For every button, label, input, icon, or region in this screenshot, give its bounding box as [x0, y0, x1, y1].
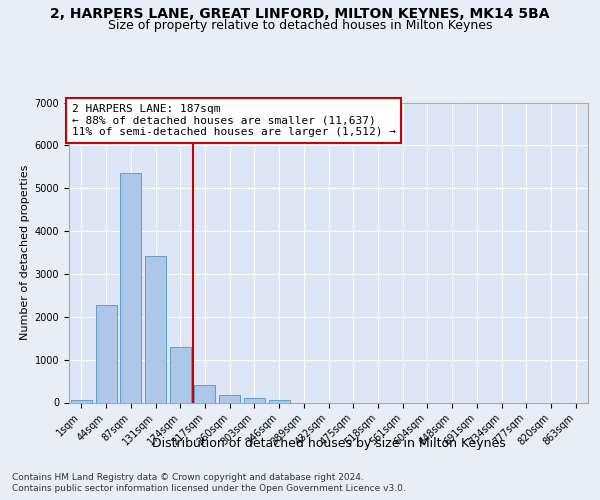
Bar [219, 395, 240, 402]
Text: 2, HARPERS LANE, GREAT LINFORD, MILTON KEYNES, MK14 5BA: 2, HARPERS LANE, GREAT LINFORD, MILTON K… [50, 8, 550, 22]
Text: Size of property relative to detached houses in Milton Keynes: Size of property relative to detached ho… [108, 18, 492, 32]
Bar [194, 386, 215, 402]
Text: Contains public sector information licensed under the Open Government Licence v3: Contains public sector information licen… [12, 484, 406, 493]
Bar [145, 256, 166, 402]
Y-axis label: Number of detached properties: Number of detached properties [20, 165, 31, 340]
Text: 2 HARPERS LANE: 187sqm
← 88% of detached houses are smaller (11,637)
11% of semi: 2 HARPERS LANE: 187sqm ← 88% of detached… [71, 104, 395, 137]
Bar [170, 347, 191, 403]
Text: Contains HM Land Registry data © Crown copyright and database right 2024.: Contains HM Land Registry data © Crown c… [12, 472, 364, 482]
Bar [244, 398, 265, 402]
Bar [269, 400, 290, 402]
Bar [95, 305, 116, 402]
Bar [71, 400, 92, 402]
Bar [120, 173, 141, 402]
Text: Distribution of detached houses by size in Milton Keynes: Distribution of detached houses by size … [152, 438, 506, 450]
